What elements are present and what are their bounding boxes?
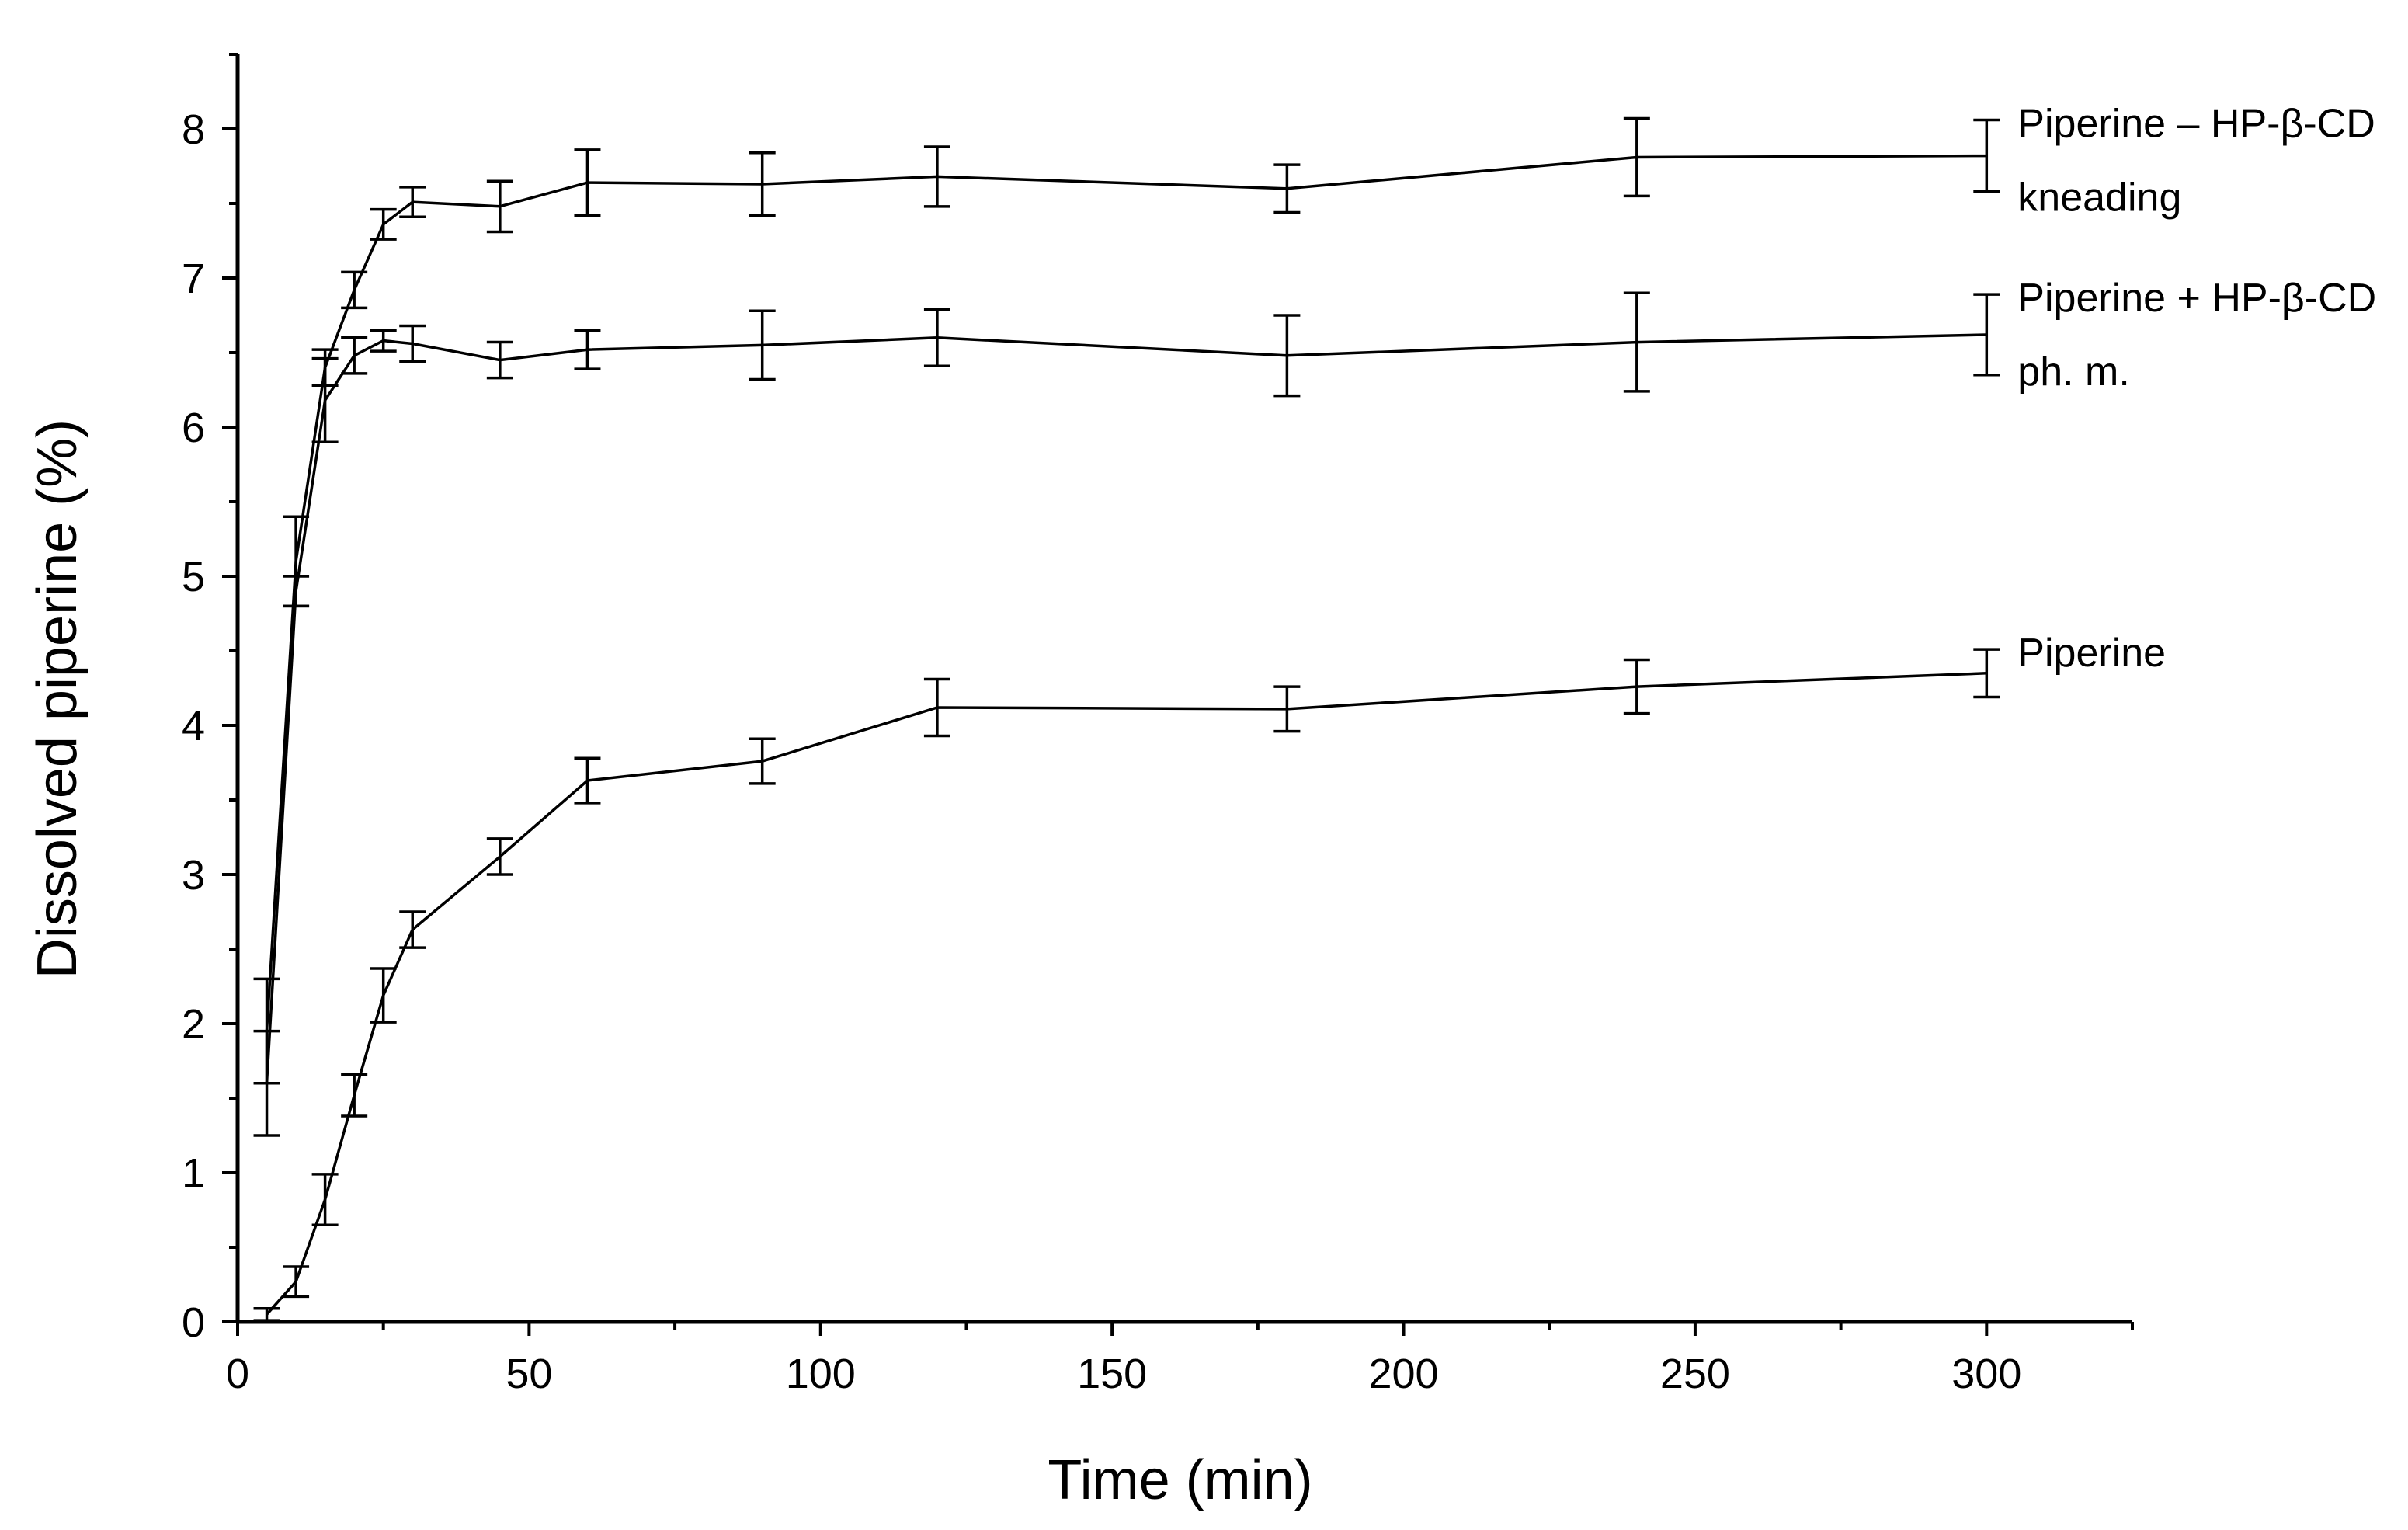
- series-label: ph. m.: [2017, 349, 2130, 395]
- series-piperine: [253, 648, 2000, 1322]
- y-tick-label: 1: [182, 1150, 205, 1197]
- error-bar: [341, 1073, 368, 1118]
- error-bar: [370, 967, 397, 1024]
- x-tick-label: 250: [1660, 1351, 1730, 1397]
- error-bar: [253, 1306, 280, 1322]
- y-tick-label: 6: [182, 405, 205, 451]
- error-bar: [749, 151, 776, 217]
- x-tick-label: 100: [786, 1351, 856, 1397]
- series-label: Piperine – HP-β-CD: [2017, 102, 2375, 147]
- x-tick-label: 150: [1077, 1351, 1147, 1397]
- series-label: Piperine + HP-β-CD: [2017, 276, 2376, 321]
- error-bar: [283, 575, 310, 608]
- error-bar: [399, 910, 426, 949]
- series-physical-mixture: [253, 291, 2000, 1137]
- error-bar: [1973, 293, 2000, 377]
- error-bar: [370, 207, 397, 241]
- error-bar: [253, 1029, 280, 1137]
- series-line: [266, 672, 1987, 1316]
- error-bar: [283, 1265, 310, 1299]
- series-kneading: [253, 116, 2000, 1085]
- error-bar: [749, 309, 776, 381]
- series-label: Piperine: [2017, 631, 2166, 676]
- error-bar: [1273, 314, 1301, 398]
- error-bar: [1623, 291, 1650, 393]
- y-tick-label: 4: [182, 703, 205, 749]
- series-labels: Piperine – HP-β-CD kneading Piperine + HP-…: [2017, 102, 2376, 676]
- error-bar: [1973, 118, 2000, 193]
- error-bar: [341, 270, 368, 310]
- error-bar: [311, 1173, 339, 1226]
- error-bar: [574, 148, 601, 217]
- x-tick-label: 200: [1368, 1351, 1438, 1397]
- x-axis-title: Time (min): [1048, 1449, 1312, 1511]
- y-tick-label: 3: [182, 852, 205, 899]
- error-bar: [399, 186, 426, 219]
- y-tick-label: 7: [182, 256, 205, 302]
- error-bar: [399, 324, 426, 363]
- error-bar: [370, 329, 397, 353]
- axes: [235, 54, 2132, 1324]
- y-tick-label: 0: [182, 1299, 205, 1346]
- error-bar: [574, 329, 601, 370]
- error-bar: [1273, 163, 1301, 214]
- error-bar: [923, 677, 950, 738]
- error-bar: [1623, 116, 1650, 198]
- error-bar: [486, 179, 513, 234]
- x-tick-label: 300: [1951, 1351, 2021, 1397]
- series-group: [253, 116, 2000, 1322]
- y-tick-label: 5: [182, 554, 205, 600]
- error-bar: [311, 356, 339, 443]
- error-bar: [1973, 648, 2000, 699]
- series-line: [265, 154, 1987, 1031]
- y-tick-label: 8: [182, 106, 205, 153]
- error-bar: [574, 756, 601, 805]
- error-bar: [341, 336, 368, 375]
- error-bar: [923, 308, 950, 368]
- error-bar: [749, 737, 776, 785]
- y-tick-label: 2: [182, 1001, 205, 1048]
- error-bar: [1623, 658, 1650, 715]
- x-tick-label: 0: [226, 1351, 249, 1397]
- y-axis-title: Dissolved piperine (%): [26, 419, 89, 979]
- error-bar: [486, 837, 513, 876]
- error-bar: [1273, 685, 1301, 733]
- series-label: kneading: [2017, 176, 2181, 221]
- error-bar: [923, 145, 950, 208]
- ticks: 0 50 100 150 200 250 300 0 1 2 3 4 5 6 7 8: [182, 53, 2134, 1397]
- x-tick-label: 50: [506, 1351, 552, 1397]
- error-bar: [486, 340, 513, 380]
